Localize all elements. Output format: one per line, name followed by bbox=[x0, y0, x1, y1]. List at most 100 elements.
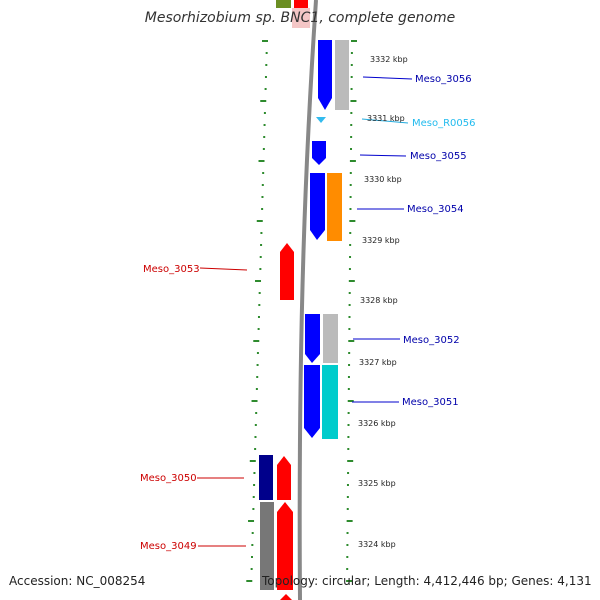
scale-tick bbox=[348, 280, 355, 282]
scale-tick bbox=[261, 196, 264, 198]
gene-feature[interactable] bbox=[327, 173, 342, 241]
scale-tick bbox=[265, 64, 268, 66]
scale-tick bbox=[347, 376, 350, 378]
scale-tick bbox=[347, 388, 350, 390]
scale-tick bbox=[349, 208, 352, 210]
leader-line bbox=[361, 118, 409, 124]
scale-tick bbox=[346, 508, 349, 510]
scale-tick bbox=[251, 532, 254, 534]
gene-feature-meso-r0056[interactable] bbox=[316, 117, 326, 123]
scale-tick bbox=[250, 556, 253, 558]
scale-tick bbox=[346, 484, 349, 486]
scale-tick bbox=[348, 268, 351, 270]
gene-feature[interactable] bbox=[277, 502, 293, 590]
gene-label[interactable]: Meso_R0056 bbox=[412, 118, 476, 129]
kbp-label: 3330 kbp bbox=[364, 175, 402, 184]
gene-feature[interactable] bbox=[322, 365, 338, 439]
scale-tick bbox=[257, 328, 260, 330]
right-tick-column bbox=[346, 40, 357, 582]
gene-feature-meso-3053[interactable] bbox=[280, 243, 294, 300]
gene-feature[interactable] bbox=[294, 0, 308, 8]
scale-tick bbox=[349, 220, 356, 222]
scale-tick bbox=[349, 172, 352, 174]
scale-tick bbox=[346, 532, 349, 534]
scale-tick bbox=[262, 148, 265, 150]
scale-tick bbox=[253, 484, 256, 486]
scale-tick bbox=[350, 52, 353, 54]
scale-tick bbox=[257, 316, 260, 318]
scale-tick bbox=[263, 124, 266, 126]
scale-tick bbox=[261, 184, 264, 186]
scale-tick bbox=[250, 568, 253, 570]
gene-label[interactable]: Meso_3052 bbox=[403, 335, 460, 346]
gene-feature-meso-3049[interactable] bbox=[260, 502, 274, 590]
gene-label[interactable]: Meso_3051 bbox=[402, 397, 459, 408]
gene-feature[interactable] bbox=[276, 0, 291, 8]
gene-label[interactable]: Meso_3049 bbox=[140, 541, 197, 552]
scale-tick bbox=[347, 472, 350, 474]
scale-tick bbox=[350, 64, 353, 66]
scale-tick bbox=[347, 400, 354, 402]
gene-label[interactable]: Meso_3053 bbox=[143, 264, 200, 275]
gene-label[interactable]: Meso_3054 bbox=[407, 204, 464, 215]
scale-tick bbox=[253, 472, 256, 474]
scale-tick bbox=[350, 88, 353, 90]
gene-feature-meso-3052[interactable] bbox=[305, 314, 320, 363]
scale-tick bbox=[246, 580, 253, 582]
scale-tick bbox=[347, 436, 350, 438]
accession-text: Accession: NC_008254 bbox=[9, 574, 146, 588]
scale-tick bbox=[348, 328, 351, 330]
scale-tick bbox=[346, 544, 349, 546]
scale-tick bbox=[350, 112, 353, 114]
scale-tick bbox=[254, 448, 257, 450]
gene-feature[interactable] bbox=[292, 8, 310, 28]
scale-tick bbox=[258, 304, 261, 306]
scale-tick bbox=[347, 448, 350, 450]
scale-tick bbox=[253, 340, 260, 342]
scale-tick bbox=[350, 148, 353, 150]
scale-tick bbox=[262, 40, 268, 42]
scale-tick bbox=[256, 352, 259, 354]
scale-tick bbox=[346, 556, 349, 558]
scale-tick bbox=[262, 172, 265, 174]
gene-feature-meso-3055[interactable] bbox=[312, 141, 326, 165]
scale-tick bbox=[256, 364, 259, 366]
scale-tick bbox=[255, 280, 262, 282]
scale-tick bbox=[348, 364, 351, 366]
scale-tick bbox=[346, 580, 353, 582]
scale-tick bbox=[349, 244, 352, 246]
scale-tick bbox=[258, 292, 261, 294]
scale-tick bbox=[258, 160, 265, 162]
gene-feature-meso-3050[interactable] bbox=[259, 455, 273, 500]
gene-feature[interactable] bbox=[323, 314, 338, 363]
scale-tick bbox=[346, 568, 349, 570]
scale-tick bbox=[348, 352, 351, 354]
scale-tick bbox=[348, 304, 351, 306]
scale-tick bbox=[347, 424, 350, 426]
scale-tick bbox=[248, 520, 255, 522]
genome-backbone bbox=[297, 0, 318, 600]
gene-feature-meso-3054[interactable] bbox=[310, 173, 325, 240]
scale-tick bbox=[263, 136, 266, 138]
scale-tick bbox=[252, 496, 255, 498]
kbp-label: 3324 kbp bbox=[358, 540, 396, 549]
gene-label[interactable]: Meso_3055 bbox=[410, 151, 467, 162]
scale-tick bbox=[350, 76, 353, 78]
gene-feature[interactable] bbox=[335, 40, 349, 110]
scale-tick bbox=[252, 508, 255, 510]
scale-tick bbox=[256, 376, 259, 378]
scale-tick bbox=[254, 424, 257, 426]
scale-tick bbox=[346, 496, 349, 498]
scale-tick bbox=[255, 412, 258, 414]
gene-label[interactable]: Meso_3050 bbox=[140, 473, 197, 484]
gene-feature-meso-3056[interactable] bbox=[318, 40, 332, 110]
scale-tick bbox=[349, 232, 352, 234]
gene-feature[interactable] bbox=[280, 594, 292, 600]
topology-text: Topology: circular; Length: 4,412,446 bp… bbox=[262, 574, 592, 588]
gene-feature-meso-3051[interactable] bbox=[304, 365, 320, 438]
gene-label[interactable]: Meso_3056 bbox=[415, 74, 472, 85]
scale-tick bbox=[263, 112, 266, 114]
scale-tick bbox=[349, 160, 356, 162]
gene-feature[interactable] bbox=[277, 456, 291, 500]
